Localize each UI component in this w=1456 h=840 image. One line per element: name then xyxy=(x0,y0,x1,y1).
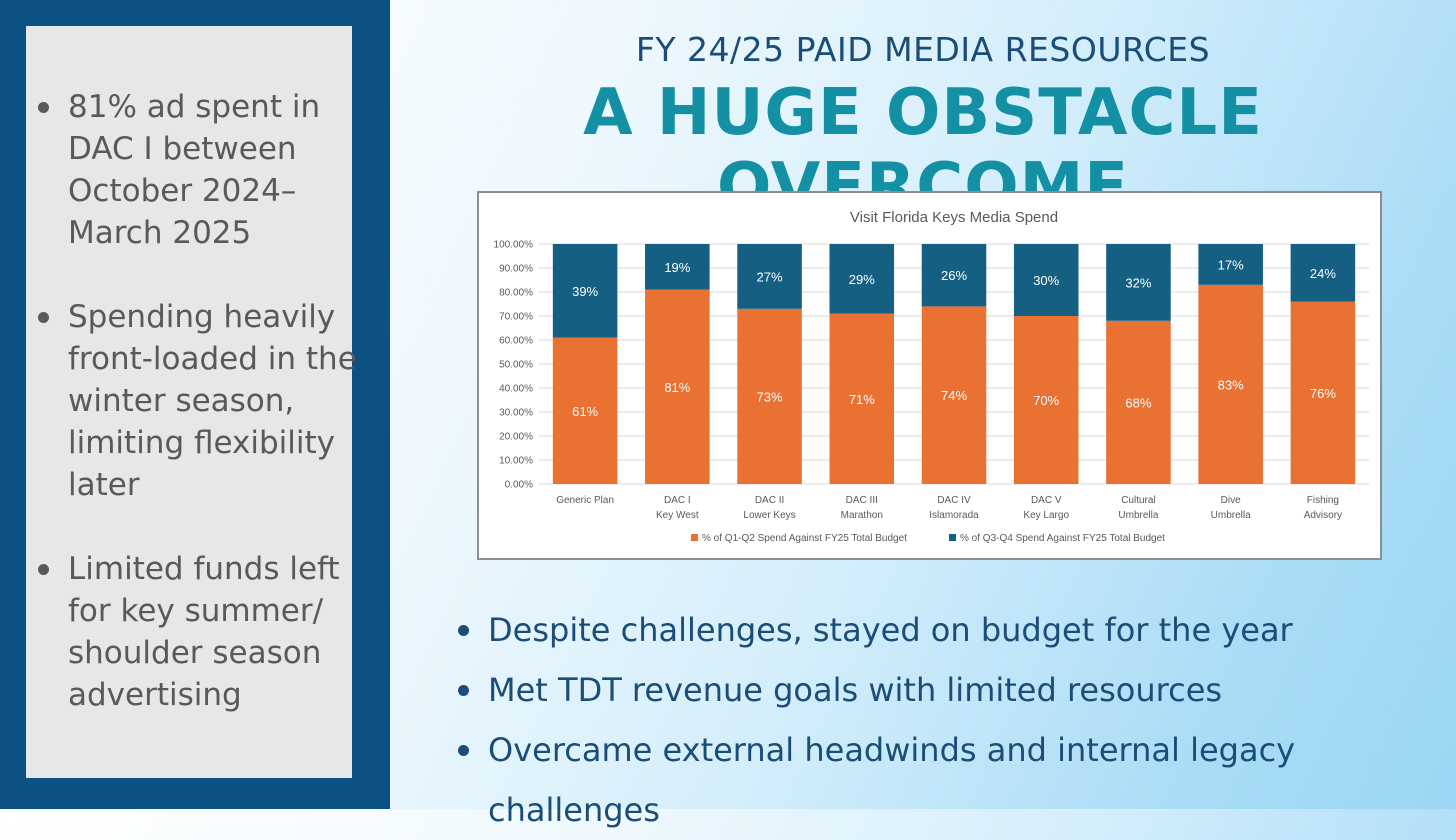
bottom-bullet: Despite challenges, stayed on budget for… xyxy=(458,600,1448,660)
legend-swatch xyxy=(691,534,698,541)
x-tick-label: Key West xyxy=(656,510,699,521)
data-label: 68% xyxy=(1125,395,1151,410)
x-tick-label: Umbrella xyxy=(1211,510,1251,521)
legend-label: % of Q3-Q4 Spend Against FY25 Total Budg… xyxy=(960,533,1165,544)
data-label: 30% xyxy=(1033,273,1059,288)
y-tick-label: 80.00% xyxy=(499,288,533,299)
bar-q3q4 xyxy=(737,244,802,309)
x-tick-label: DAC III xyxy=(846,495,878,506)
legend-swatch xyxy=(949,534,956,541)
x-tick-label: DAC II xyxy=(755,495,784,506)
x-tick-label: DAC IV xyxy=(937,495,971,506)
x-tick-label: Advisory xyxy=(1304,510,1342,521)
bar-q1q2 xyxy=(1290,301,1356,484)
media-spend-chart: Visit Florida Keys Media Spend 0.00% 10.00… xyxy=(494,209,1369,544)
data-label: 74% xyxy=(941,388,967,403)
data-label: 81% xyxy=(664,380,690,395)
chart-title: Visit Florida Keys Media Spend xyxy=(850,209,1058,226)
y-tick-label: 50.00% xyxy=(499,360,533,371)
x-tick-label: Fishing xyxy=(1307,495,1339,506)
bar-q1q2 xyxy=(921,306,987,484)
bar-q3q4 xyxy=(1106,244,1171,321)
x-tick-label: Dive xyxy=(1221,495,1241,506)
data-label: 19% xyxy=(664,260,690,275)
x-tick-label: DAC I xyxy=(664,495,691,506)
x-tick-label: DAC V xyxy=(1031,495,1062,506)
y-tick-label: 40.00% xyxy=(499,384,533,395)
data-label: 32% xyxy=(1125,275,1151,290)
bar-q3q4 xyxy=(552,244,618,338)
x-tick-label: Generic Plan xyxy=(556,495,614,506)
bar-q3q4 xyxy=(1290,244,1356,302)
y-tick-label: 60.00% xyxy=(499,336,533,347)
data-label: 39% xyxy=(572,284,598,299)
data-label: 83% xyxy=(1218,377,1244,392)
bar-q1q2 xyxy=(1106,320,1171,484)
left-bullet: 81% ad spent in DAC I between October 20… xyxy=(38,86,368,254)
bar-q3q4 xyxy=(1198,244,1263,285)
left-bullet-list: 81% ad spent in DAC I between October 20… xyxy=(38,86,368,758)
bar-q1q2 xyxy=(1198,284,1263,484)
y-tick-label: 0.00% xyxy=(505,480,533,491)
data-label: 71% xyxy=(849,392,875,407)
slide-subtitle: FY 24/25 PAID MEDIA RESOURCES xyxy=(635,30,1211,69)
y-tick-label: 70.00% xyxy=(499,312,533,323)
data-label: 61% xyxy=(572,404,598,419)
y-tick-label: 20.00% xyxy=(499,432,533,443)
data-label: 27% xyxy=(757,269,783,284)
y-tick-label: 90.00% xyxy=(499,264,533,275)
left-bullet: Limited funds left for key summer/ shoul… xyxy=(38,548,368,716)
x-tick-label: Marathon xyxy=(841,510,883,521)
bar-q3q4 xyxy=(645,244,710,290)
bar-q1q2 xyxy=(1013,316,1079,484)
bottom-bullet: Met TDT revenue goals with limited resou… xyxy=(458,660,1448,720)
data-label: 26% xyxy=(941,268,967,283)
y-tick-label: 10.00% xyxy=(499,456,533,467)
bottom-bullet-list: Despite challenges, stayed on budget for… xyxy=(458,600,1448,840)
slide-title: A HUGE OBSTACLE OVERCOME xyxy=(583,76,1263,224)
bar-q1q2 xyxy=(552,337,618,484)
x-tick-label: Key Largo xyxy=(1023,510,1069,521)
data-label: 17% xyxy=(1218,257,1244,272)
left-card: 81% ad spent in DAC I between October 20… xyxy=(26,26,357,778)
bottom-bullet: Overcame external headwinds and internal… xyxy=(458,720,1448,840)
chart-container: Visit Florida Keys Media Spend 0.00% 10.00… xyxy=(477,191,1382,560)
data-label: 70% xyxy=(1033,393,1059,408)
bar-q3q4 xyxy=(1013,244,1079,316)
legend-label: % of Q1-Q2 Spend Against FY25 Total Budg… xyxy=(702,533,907,544)
x-tick-label: Cultural xyxy=(1121,495,1155,506)
x-tick-label: Islamorada xyxy=(929,510,979,521)
y-tick-label: 30.00% xyxy=(499,408,533,419)
y-tick-label: 100.00% xyxy=(494,240,534,251)
bar-q1q2 xyxy=(645,289,710,484)
bar-q3q4 xyxy=(921,244,987,307)
data-label: 29% xyxy=(849,272,875,287)
data-label: 73% xyxy=(757,389,783,404)
bar-q3q4 xyxy=(829,244,895,314)
x-tick-label: Umbrella xyxy=(1118,510,1158,521)
left-bullet: Spending heavily front-loaded in the win… xyxy=(38,296,368,506)
x-tick-label: Lower Keys xyxy=(743,510,795,521)
bar-q1q2 xyxy=(737,308,802,484)
bar-q1q2 xyxy=(829,313,895,484)
data-label: 24% xyxy=(1310,266,1336,281)
left-panel: 81% ad spent in DAC I between October 20… xyxy=(0,0,390,809)
data-label: 76% xyxy=(1310,386,1336,401)
